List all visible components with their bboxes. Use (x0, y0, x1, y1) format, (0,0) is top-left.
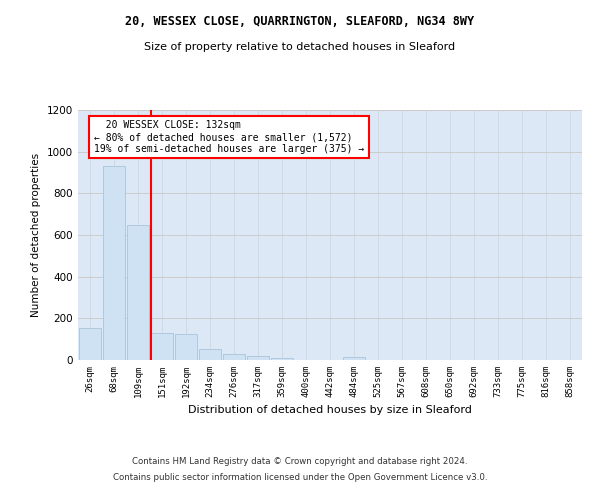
Bar (271, 358, 293, 360)
Bar (79, 328, 101, 360)
Bar (199, 348, 221, 360)
Y-axis label: Number of detached properties: Number of detached properties (31, 153, 41, 317)
Bar (127, 224, 149, 360)
Bar (151, 333, 173, 360)
X-axis label: Distribution of detached houses by size in Sleaford: Distribution of detached houses by size … (188, 406, 472, 415)
Text: Contains HM Land Registry data © Crown copyright and database right 2024.: Contains HM Land Registry data © Crown c… (132, 458, 468, 466)
Text: Contains public sector information licensed under the Open Government Licence v3: Contains public sector information licen… (113, 472, 487, 482)
Bar (247, 356, 269, 360)
Bar (343, 357, 365, 360)
Text: Size of property relative to detached houses in Sleaford: Size of property relative to detached ho… (145, 42, 455, 52)
Bar (175, 334, 197, 360)
Bar (103, 166, 125, 360)
Text: 20, WESSEX CLOSE, QUARRINGTON, SLEAFORD, NG34 8WY: 20, WESSEX CLOSE, QUARRINGTON, SLEAFORD,… (125, 15, 475, 28)
Text: 20 WESSEX CLOSE: 132sqm
← 80% of detached houses are smaller (1,572)
19% of semi: 20 WESSEX CLOSE: 132sqm ← 80% of detache… (94, 120, 365, 154)
Bar (223, 354, 245, 360)
